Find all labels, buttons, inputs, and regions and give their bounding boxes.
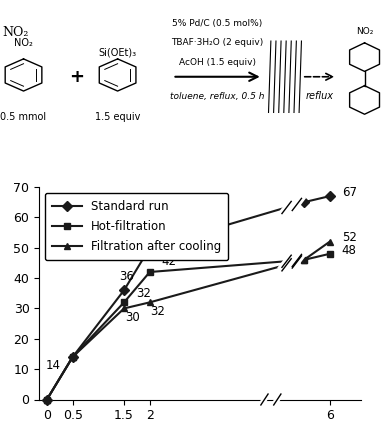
- Hot-filtration: [147, 269, 152, 275]
- Text: NO₂: NO₂: [2, 26, 29, 39]
- Text: 32: 32: [151, 305, 165, 317]
- Line: Hot-filtration: Hot-filtration: [44, 250, 333, 403]
- Filtration after cooling: [70, 354, 75, 360]
- Filtration after cooling: [147, 300, 152, 305]
- Text: AcOH (1.5 equiv): AcOH (1.5 equiv): [179, 58, 256, 67]
- Text: reflux: reflux: [305, 91, 334, 102]
- Hot-filtration: [122, 300, 126, 305]
- Hot-filtration: [45, 397, 49, 402]
- Text: 14: 14: [46, 359, 61, 372]
- Text: 1.5 equiv: 1.5 equiv: [95, 113, 140, 122]
- Text: Si(OEt)₃: Si(OEt)₃: [98, 47, 137, 57]
- Text: 0.5 mmol: 0.5 mmol: [0, 113, 47, 122]
- Text: 50: 50: [148, 228, 163, 241]
- Text: 5% Pd/C (0.5 mol%): 5% Pd/C (0.5 mol%): [172, 19, 263, 28]
- Filtration after cooling: [327, 239, 332, 244]
- Filtration after cooling: [302, 257, 307, 262]
- Text: NO₂: NO₂: [14, 38, 33, 48]
- Hot-filtration: [70, 354, 75, 360]
- Hot-filtration: [327, 251, 332, 256]
- Standard run: [302, 200, 307, 205]
- Text: 48: 48: [342, 244, 357, 257]
- Text: toluene, reflux, 0.5 h: toluene, reflux, 0.5 h: [170, 92, 265, 101]
- Standard run: [122, 288, 126, 293]
- Text: +: +: [69, 68, 84, 86]
- Hot-filtration: [302, 257, 307, 262]
- Text: 42: 42: [162, 255, 177, 268]
- Text: 30: 30: [125, 311, 140, 324]
- Text: 52: 52: [342, 232, 357, 244]
- Standard run: [45, 397, 49, 402]
- Text: 32: 32: [136, 286, 151, 300]
- Text: 67: 67: [342, 186, 357, 199]
- Text: NO₂: NO₂: [356, 27, 373, 36]
- Standard run: [327, 193, 332, 198]
- Text: TBAF·3H₂O (2 equiv): TBAF·3H₂O (2 equiv): [171, 38, 264, 47]
- Line: Filtration after cooling: Filtration after cooling: [44, 238, 333, 403]
- Filtration after cooling: [45, 397, 49, 402]
- Standard run: [147, 245, 152, 250]
- Filtration after cooling: [122, 306, 126, 311]
- Standard run: [70, 354, 75, 360]
- Line: Standard run: Standard run: [44, 193, 333, 403]
- Legend: Standard run, Hot-filtration, Filtration after cooling: Standard run, Hot-filtration, Filtration…: [45, 193, 229, 260]
- Text: 36: 36: [120, 270, 134, 283]
